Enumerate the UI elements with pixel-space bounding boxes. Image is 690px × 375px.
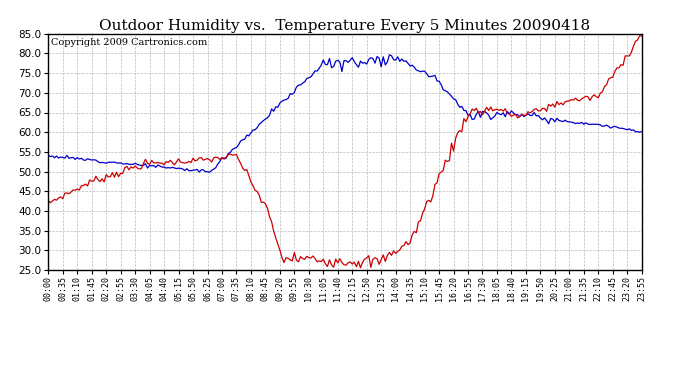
Text: Copyright 2009 Cartronics.com: Copyright 2009 Cartronics.com	[51, 39, 208, 48]
Title: Outdoor Humidity vs.  Temperature Every 5 Minutes 20090418: Outdoor Humidity vs. Temperature Every 5…	[99, 19, 591, 33]
